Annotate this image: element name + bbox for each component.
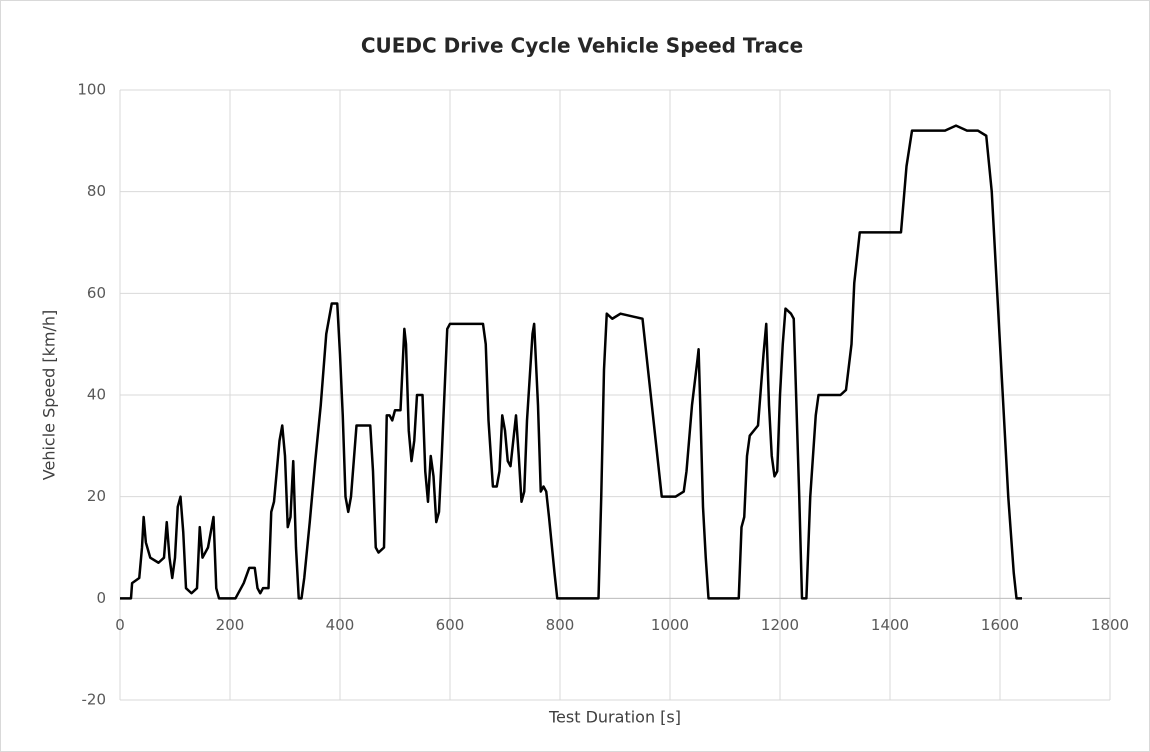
x-tick-label: 1800 (1091, 616, 1129, 634)
x-tick-label: 1000 (651, 616, 689, 634)
x-tick-label: 1200 (761, 616, 799, 634)
y-axis-label: Vehicle Speed [km/h] (40, 310, 59, 480)
y-tick-label: 100 (77, 81, 106, 99)
chart-title: CUEDC Drive Cycle Vehicle Speed Trace (361, 34, 803, 58)
y-tick-label: 20 (87, 487, 106, 505)
x-tick-label: 1600 (981, 616, 1019, 634)
y-tick-label: -20 (82, 691, 107, 709)
x-tick-label: 1400 (871, 616, 909, 634)
y-tick-label: 80 (87, 182, 106, 200)
x-tick-label: 0 (115, 616, 125, 634)
x-axis-label: Test Duration [s] (548, 708, 681, 727)
y-tick-label: 0 (96, 589, 106, 607)
x-tick-label: 400 (326, 616, 355, 634)
y-tick-label: 40 (87, 386, 106, 404)
line (120, 124, 1022, 600)
x-tick-label: 600 (436, 616, 465, 634)
x-tick-label: 800 (546, 616, 575, 634)
y-tick-label: 60 (87, 284, 106, 302)
x-tick-label: 200 (216, 616, 245, 634)
